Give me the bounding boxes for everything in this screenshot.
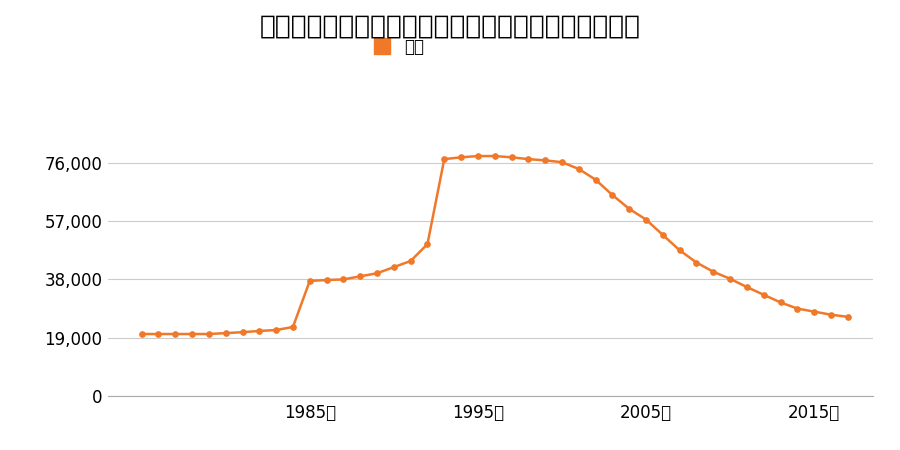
価格 [237,329,248,335]
価格 [724,276,735,282]
価格 [153,331,164,337]
Line: 価格: 価格 [139,153,850,337]
価格 [372,270,382,276]
価格 [641,217,652,222]
価格 [691,260,702,265]
Legend: 価格: 価格 [367,32,430,63]
価格 [759,292,769,297]
価格 [355,274,365,279]
価格 [792,306,803,311]
価格 [523,157,534,162]
価格 [203,331,214,337]
価格 [254,328,265,333]
価格 [825,312,836,317]
価格 [607,192,617,198]
価格 [271,327,282,333]
価格 [439,157,450,162]
価格 [506,155,517,160]
価格 [842,314,853,319]
価格 [422,241,433,247]
価格 [708,269,719,274]
価格 [809,309,820,314]
価格 [540,158,551,163]
価格 [186,331,197,337]
Text: 茨城県東茨城郡茨城町小鶴字清水１６８番の地価推移: 茨城県東茨城郡茨城町小鶴字清水１６８番の地価推移 [259,14,641,40]
価格 [321,277,332,283]
価格 [455,155,466,160]
価格 [136,331,147,337]
価格 [287,324,298,330]
価格 [389,265,400,270]
価格 [304,278,315,284]
価格 [657,232,668,238]
価格 [490,153,500,159]
価格 [590,177,601,182]
価格 [338,277,349,282]
価格 [170,331,181,337]
価格 [573,166,584,171]
価格 [624,206,634,211]
価格 [775,300,786,305]
価格 [674,248,685,253]
価格 [742,284,752,290]
価格 [472,153,483,159]
価格 [220,330,231,336]
価格 [405,258,416,264]
価格 [556,159,567,165]
